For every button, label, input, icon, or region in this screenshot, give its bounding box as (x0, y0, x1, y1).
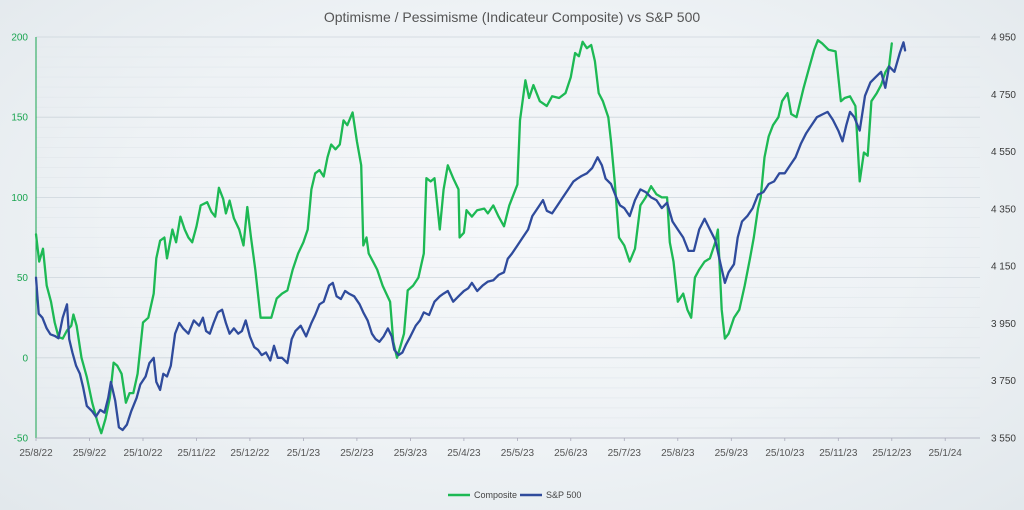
series-line-s-p-500 (34, 41, 907, 432)
left-tick-label: 0 (22, 353, 28, 364)
x-tick-label: 25/9/22 (73, 448, 107, 459)
right-tick-label: 4 750 (991, 90, 1016, 101)
left-tick-label: 100 (11, 193, 28, 204)
chart-title: Optimisme / Pessimisme (Indicateur Compo… (324, 9, 701, 25)
x-axis-ticks: 25/8/22 25/9/22 25/10/22 25/11/22 25/12/22 25… (19, 438, 962, 459)
gridlines (36, 36, 980, 439)
right-tick-label: 4 150 (991, 262, 1016, 273)
right-tick-label: 3 950 (991, 319, 1016, 330)
legend: Composite S&P 500 (448, 490, 581, 500)
legend-label-sp500: S&P 500 (546, 490, 581, 500)
x-tick-label: 25/9/23 (715, 448, 749, 459)
right-tick-label: 3 750 (991, 376, 1016, 387)
x-tick-label: 25/1/23 (287, 448, 321, 459)
right-tick-label: 3 550 (991, 434, 1016, 445)
legend-label-composite: Composite (474, 490, 517, 500)
left-tick-label: 150 (11, 113, 28, 124)
left-tick-label: 50 (17, 273, 29, 284)
x-tick-label: 25/12/23 (872, 448, 911, 459)
x-tick-label: 25/3/23 (394, 448, 428, 459)
right-axis-ticks: 3 550 3 750 3 950 4 150 4 350 4 550 4 750 4 950 (991, 33, 1016, 445)
x-tick-label: 25/10/22 (124, 448, 163, 459)
series-layer (34, 39, 907, 435)
x-tick-label: 25/8/23 (661, 448, 695, 459)
x-tick-label: 25/6/23 (554, 448, 588, 459)
x-tick-label: 25/11/22 (177, 448, 216, 459)
x-tick-label: 25/5/23 (501, 448, 535, 459)
left-tick-label: -50 (14, 434, 29, 445)
x-tick-label: 25/12/22 (230, 448, 269, 459)
x-tick-label: 25/11/23 (819, 448, 858, 459)
right-tick-label: 4 950 (991, 33, 1016, 44)
x-tick-label: 25/7/23 (608, 448, 642, 459)
x-tick-label: 25/8/22 (19, 448, 53, 459)
x-tick-label: 25/4/23 (447, 448, 481, 459)
left-axis-ticks: -50 0 50 100 150 200 (11, 33, 28, 445)
right-tick-label: 4 550 (991, 147, 1016, 158)
series-line-composite (34, 39, 893, 435)
x-tick-label: 25/1/24 (929, 448, 963, 459)
x-tick-label: 25/2/23 (340, 448, 374, 459)
right-tick-label: 4 350 (991, 204, 1016, 215)
left-tick-label: 200 (11, 33, 28, 44)
x-tick-label: 25/10/23 (765, 448, 804, 459)
